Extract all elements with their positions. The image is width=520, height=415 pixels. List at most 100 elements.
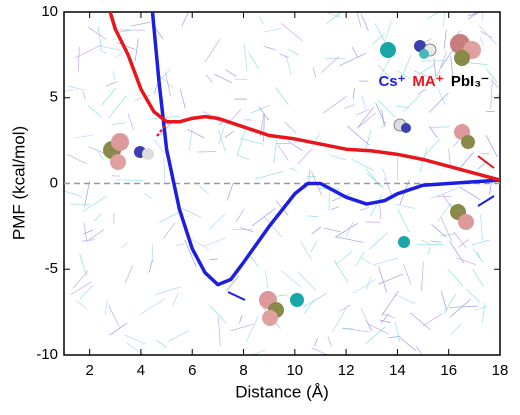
background-molecule [339, 53, 366, 66]
background-molecule [430, 241, 441, 242]
background-molecule [241, 139, 265, 145]
background-molecule [344, 105, 355, 109]
background-molecule [353, 88, 355, 99]
background-molecule [160, 69, 170, 80]
background-molecule [109, 305, 120, 326]
background-molecule [356, 109, 370, 115]
background-molecule [379, 267, 387, 293]
background-molecule [459, 187, 480, 200]
background-molecule [331, 207, 339, 210]
background-molecule [334, 260, 349, 283]
x-tick-label: 10 [286, 362, 303, 379]
background-molecule [398, 209, 409, 232]
background-molecule [328, 336, 332, 346]
legend-label: MA⁺ [412, 73, 443, 90]
y-tick-label: 5 [50, 89, 58, 106]
background-molecule [378, 274, 403, 284]
background-molecule [456, 258, 476, 265]
background-molecule [116, 180, 144, 181]
background-molecule [176, 244, 184, 246]
background-molecule [265, 270, 268, 289]
background-molecule [395, 321, 400, 342]
background-molecule [298, 149, 312, 164]
pbi3-icon [461, 135, 475, 149]
background-molecule [353, 0, 361, 28]
background-molecule [373, 258, 397, 265]
background-molecule [472, 240, 490, 245]
x-tick-label: 14 [389, 362, 406, 379]
background-molecule [372, 34, 385, 44]
x-tick-label: 12 [338, 362, 355, 379]
background-molecule [145, 194, 152, 199]
background-molecule [323, 96, 347, 113]
background-molecule [431, 224, 445, 236]
background-molecule [280, 54, 289, 58]
y-axis-label: PMF (kcal/mol) [9, 126, 28, 240]
pbi3-icon [262, 310, 278, 326]
background-molecule [102, 88, 116, 105]
background-molecule [281, 271, 301, 288]
background-molecule [204, 238, 226, 246]
background-molecule [450, 299, 471, 317]
background-molecule [352, 159, 374, 170]
background-molecule [237, 130, 245, 155]
background-molecule [154, 84, 157, 94]
background-molecule [264, 46, 276, 49]
curves [110, 12, 500, 285]
background-molecule [441, 291, 446, 311]
annotation: PbI₃⁻ [451, 73, 489, 90]
background-molecule [234, 79, 247, 80]
background-molecule [210, 306, 226, 323]
background-molecule [88, 106, 101, 117]
background-molecule [451, 324, 462, 335]
background-molecule [361, 308, 367, 321]
background-molecule [438, 204, 451, 221]
x-tick-label: 16 [440, 362, 457, 379]
background-molecule [480, 214, 482, 240]
background-molecule [44, 89, 73, 96]
background-molecule [209, 214, 225, 230]
background-molecule [74, 135, 93, 138]
background-molecule [229, 109, 240, 122]
background-molecule [428, 247, 430, 255]
background-molecule [218, 317, 220, 346]
background-molecule [239, 316, 241, 324]
background-molecule [264, 115, 265, 142]
background-molecule [225, 69, 236, 76]
background-molecule [244, 43, 247, 71]
background-molecule [83, 230, 93, 234]
background-molecule [237, 155, 249, 160]
background-molecule [231, 324, 254, 331]
background-molecule [135, 39, 138, 61]
background-molecule [80, 253, 87, 276]
x-tick-label: 4 [137, 362, 145, 379]
background-molecule [466, 289, 480, 302]
background-molecule [429, 93, 448, 113]
background-molecule [67, 154, 87, 164]
background-molecule [64, 191, 82, 197]
background-molecule [466, 62, 488, 64]
background-molecule [100, 46, 120, 50]
background-molecule [479, 25, 497, 45]
background-molecule [259, 107, 269, 121]
pmf-curve [152, 12, 500, 285]
arrow [478, 196, 494, 206]
background-molecule [297, 271, 316, 290]
background-molecule [357, 113, 375, 128]
background-molecule [210, 259, 218, 260]
background-molecule [255, 171, 283, 179]
background-molecule [491, 81, 493, 108]
background-molecule [369, 232, 388, 249]
background-molecule [474, 307, 488, 311]
background-molecule [346, 221, 353, 237]
background-molecule [152, 243, 153, 261]
background-molecule [251, 105, 270, 113]
background-molecule [367, 173, 385, 188]
background-molecule [278, 145, 289, 161]
background-molecule [352, 47, 358, 58]
background-molecule [353, 279, 376, 293]
background-molecule [130, 22, 150, 26]
y-tick-label: -10 [36, 346, 58, 363]
background-molecule [128, 114, 134, 130]
ma-icon [401, 123, 411, 133]
